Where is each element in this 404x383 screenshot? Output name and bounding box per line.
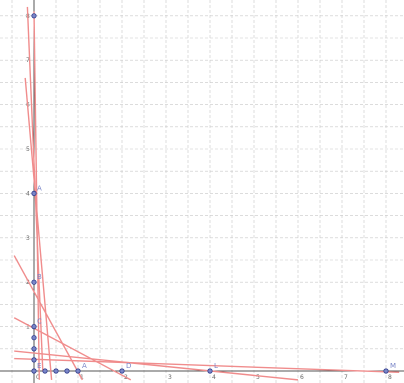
point-marker [42, 368, 48, 374]
point-marker [31, 357, 37, 363]
x-tick-label: 3 [168, 374, 172, 381]
point-label: C [37, 318, 42, 326]
lines [13, 6, 400, 381]
point-marker [31, 13, 37, 19]
x-tick-label: 1 [80, 374, 84, 381]
y-tick-label: 4 [26, 190, 30, 197]
point-marker [75, 368, 81, 374]
point-label: E [37, 362, 41, 370]
x-tick-label: 5 [256, 374, 260, 381]
y-tick-label: 2 [26, 279, 30, 286]
x-tick-label: 6 [300, 374, 304, 381]
x-tick-label: 4 [212, 374, 216, 381]
y-tick-label: 7 [26, 57, 30, 64]
point-marker [31, 190, 37, 196]
line-segment [14, 350, 299, 381]
x-tick-label: 7 [344, 374, 348, 381]
line-segment [24, 77, 53, 380]
point-marker [64, 368, 70, 374]
line-segment [33, 11, 40, 380]
point-label: A [37, 184, 42, 192]
point-marker [383, 368, 389, 374]
x-tick-label: 8 [388, 374, 392, 381]
point-label: M [390, 362, 396, 370]
point-label: B [37, 273, 42, 281]
point-marker [53, 368, 59, 374]
y-tick-label: 1 [26, 324, 30, 331]
point-label: D [126, 362, 131, 370]
point-marker [31, 279, 37, 285]
point-marker [207, 368, 213, 374]
points: A B C E A D L M [31, 13, 396, 374]
line-segment [14, 357, 400, 374]
line-segment [13, 255, 84, 381]
point-label: L [214, 362, 218, 370]
point-marker [31, 346, 37, 352]
point-marker [119, 368, 125, 374]
y-tick-label: 3 [26, 235, 30, 242]
point-marker [31, 368, 37, 374]
point-label: A [82, 362, 87, 370]
point-marker [31, 323, 37, 330]
x-tick-label: 0 [36, 374, 40, 381]
point-marker [31, 335, 37, 341]
y-tick-label: 5 [26, 146, 30, 153]
